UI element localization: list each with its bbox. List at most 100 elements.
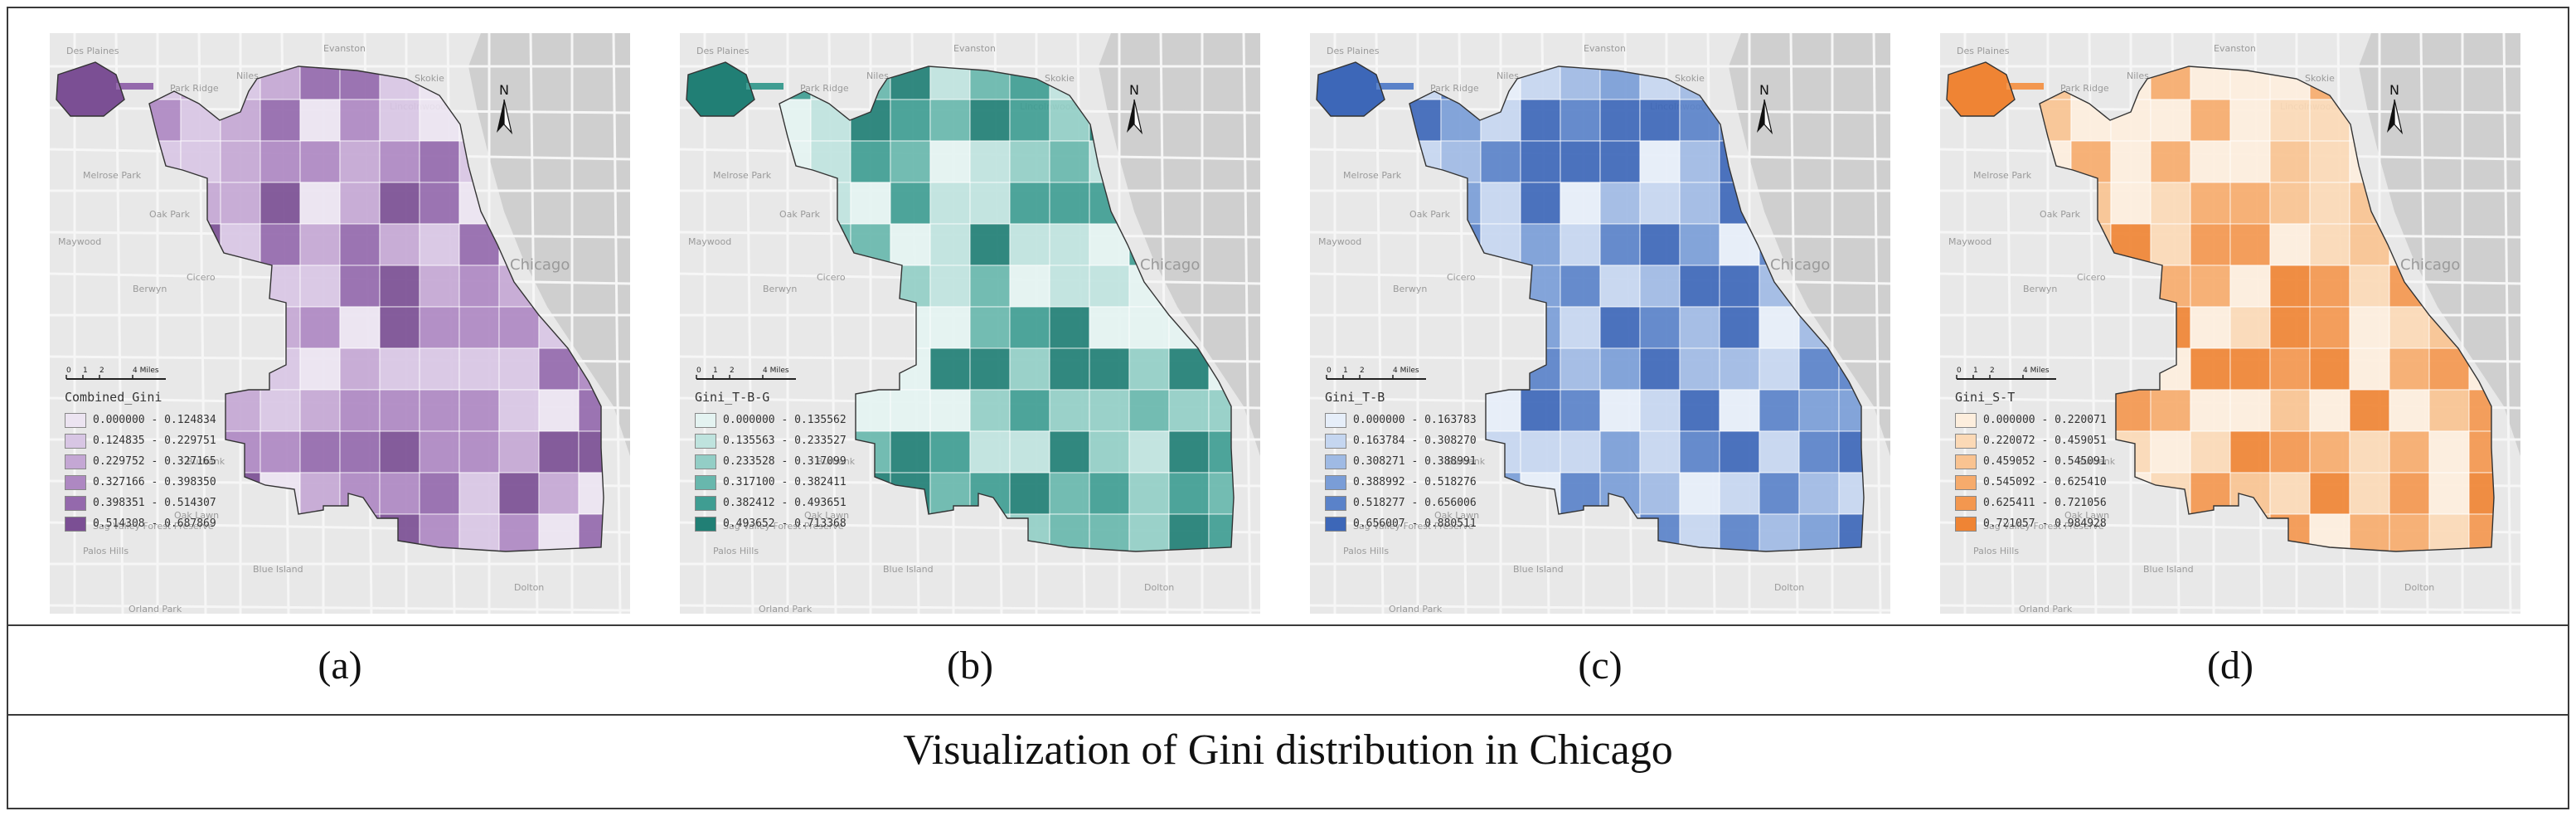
basemap-road — [114, 33, 124, 614]
scale-tick-label: 4 Miles — [133, 367, 159, 375]
district-polygon — [419, 182, 460, 225]
basemap-place-label: Maywood — [1318, 236, 1361, 247]
basemap-place-label: Park Ridge — [800, 83, 849, 94]
scale-bar: 0 1 2 4 Miles — [65, 367, 166, 380]
district-polygon — [260, 99, 301, 142]
basemap-place-label: Melrose Park — [713, 170, 772, 181]
district-polygon — [1560, 99, 1601, 142]
district-polygon — [1599, 99, 1641, 142]
legend-range-label: 0.000000 - 0.124834 — [93, 414, 216, 426]
scale-tick-label: 4 Miles — [1393, 367, 1419, 375]
legend-swatch — [1325, 516, 1346, 532]
legend-row: 0.124835 - 0.229751 — [65, 430, 313, 451]
north-arrow-right — [1763, 99, 1773, 135]
district-polygon — [419, 99, 460, 142]
legend-swatch — [1955, 454, 1977, 469]
district-polygon — [220, 140, 261, 183]
north-arrow-right — [2394, 99, 2404, 135]
basemap-place-label: Des Plaines — [1327, 46, 1380, 56]
legend-swatch — [1955, 516, 1977, 532]
legend-range-label: 0.518277 - 0.656006 — [1353, 497, 1477, 509]
basemap-place-label: Oak Park — [779, 209, 821, 220]
district-polygon — [1128, 513, 1170, 551]
district-polygon — [969, 389, 1011, 432]
legend-swatch — [1325, 433, 1346, 449]
district-polygon — [2229, 430, 2271, 474]
district-polygon — [339, 430, 381, 474]
district-polygon — [2349, 389, 2390, 432]
basemap-place-label: Skokie — [2305, 73, 2335, 84]
scale-tick-label: 0 — [1957, 367, 1962, 375]
map-panel-a: Evanston Des Plaines Niles Skokie Park Ridge… — [50, 33, 630, 614]
district-polygon — [2190, 99, 2231, 142]
district-polygon — [1560, 265, 1601, 308]
district-polygon — [56, 62, 124, 116]
basemap-place-label: Park Ridge — [1430, 83, 1479, 94]
district-polygon — [1679, 306, 1720, 349]
legend-range-label: 0.656007 - 0.880511 — [1353, 517, 1477, 530]
scale-tick-label: 1 — [83, 367, 88, 375]
district-polygon — [2150, 182, 2191, 225]
district-polygon — [260, 140, 301, 183]
district-polygon — [498, 430, 540, 474]
legend-row: 0.721057 - 0.984928 — [1955, 513, 2204, 534]
north-label: N — [1759, 82, 1769, 98]
district-polygon — [2150, 140, 2191, 183]
scale-tick-label: 1 — [1973, 367, 1978, 375]
district-polygon — [1679, 513, 1720, 551]
basemap-place-label: Orland Park — [129, 604, 182, 614]
district-polygon — [419, 472, 460, 515]
legend-range-label: 0.625411 - 0.721056 — [1983, 497, 2107, 509]
district-polygon — [890, 140, 931, 183]
basemap-place-label: Orland Park — [2019, 604, 2073, 614]
district-polygon — [260, 223, 301, 266]
map-panel-d: Evanston Des Plaines Niles Skokie Park Ridge… — [1940, 33, 2520, 614]
district-polygon — [538, 430, 580, 474]
district-polygon — [1759, 472, 1800, 515]
district-polygon — [379, 99, 420, 142]
district-polygon — [686, 62, 754, 116]
basemap-road — [680, 604, 1260, 612]
basemap-place-label: Chicago — [510, 256, 570, 274]
legend-row: 0.000000 - 0.220071 — [1955, 410, 2204, 430]
basemap-place-label: Burbank — [187, 456, 226, 467]
basemap-place-label: Cicero — [187, 272, 216, 283]
scale-tick-label: 1 — [1343, 367, 1348, 375]
district-polygon — [969, 430, 1011, 474]
district-polygon — [2190, 347, 2231, 391]
lake-michigan — [2359, 33, 2520, 456]
district-polygon — [929, 223, 971, 266]
district-polygon — [1560, 223, 1601, 266]
legend-swatch — [1325, 495, 1346, 511]
scale-bar: 0 1 2 4 Miles — [1326, 367, 1426, 380]
district-polygon — [339, 347, 381, 391]
district-polygon — [339, 265, 381, 308]
legend-swatch — [695, 516, 716, 532]
district-polygon — [220, 182, 261, 225]
district-polygon — [1520, 389, 1561, 432]
legend-range-label: 0.327166 - 0.398350 — [93, 476, 216, 488]
district-polygon — [1719, 472, 1760, 515]
basemap-place-label: Berwyn — [133, 284, 167, 294]
city-boundary — [1946, 61, 2016, 117]
district-polygon — [1049, 265, 1090, 308]
basemap-place-label: Dolton — [2404, 582, 2434, 593]
district-polygon — [2190, 223, 2231, 266]
district-polygon — [1128, 472, 1170, 515]
basemap-place-label: Melrose Park — [1973, 170, 2032, 181]
basemap-place-label: Dolton — [1144, 582, 1174, 593]
district-polygon — [379, 389, 420, 432]
district-polygon — [1009, 182, 1050, 225]
map-panel-b: Evanston Des Plaines Niles Skokie Park Ridge… — [680, 33, 1260, 614]
legend-row: 0.459052 - 0.545091 — [1955, 451, 2204, 472]
district-polygon — [538, 513, 580, 551]
district-polygon — [1560, 306, 1601, 349]
district-polygon — [929, 306, 971, 349]
district-polygon — [498, 389, 540, 432]
district-polygon — [1480, 140, 1521, 183]
district-polygon — [1759, 306, 1800, 349]
district-polygon — [498, 513, 540, 551]
district-polygon — [1376, 83, 1414, 90]
district-polygon — [2229, 347, 2271, 391]
legend-row: 0.398351 - 0.514307 — [65, 493, 313, 513]
